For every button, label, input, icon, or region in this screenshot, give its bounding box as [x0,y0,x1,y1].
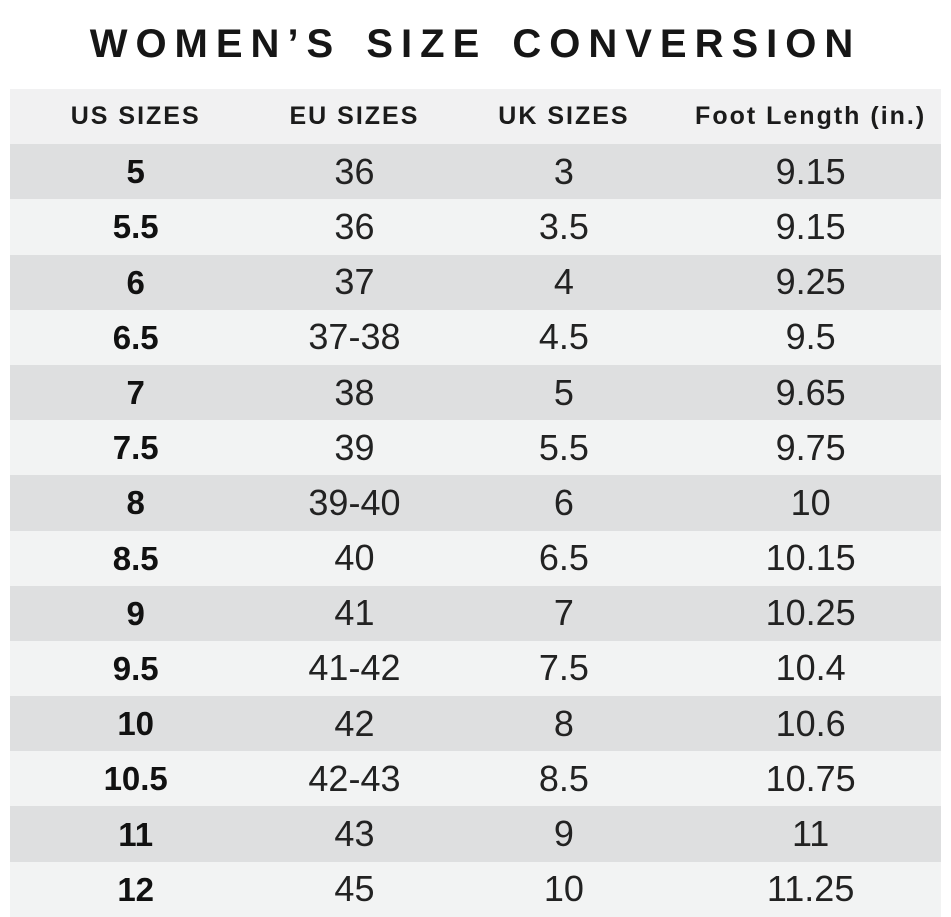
cell-uk-size: 7.5 [538,647,589,689]
cell-foot-length: 10.6 [775,702,846,744]
cell-eu-size: 36 [334,205,375,247]
cell-us-size: 10.5 [103,760,168,798]
cell-eu-size: 42-43 [308,757,401,799]
table-body: 5 36 3 9.15 5.5 36 3.5 9.15 6 37 4 9.25 … [10,144,941,917]
cell-foot-length: 9.25 [775,261,846,303]
cell-us-size: 9.5 [112,649,159,687]
header-us-sizes: US SIZES [70,102,201,131]
cell-uk-size: 4 [553,261,574,303]
table-row: 7 38 5 9.65 [10,364,941,421]
cell-uk-size: 5 [553,371,574,413]
cell-uk-size: 7 [553,592,574,634]
cell-eu-size: 43 [334,813,375,855]
cell-eu-size: 45 [334,868,375,910]
cell-eu-size: 37-38 [308,316,401,358]
cell-uk-size: 6.5 [538,537,589,579]
title-bar: WOMEN’S SIZE CONVERSION [0,0,951,89]
cell-foot-length: 10 [790,481,831,523]
cell-us-size: 11 [118,815,154,853]
cell-eu-size: 36 [334,150,375,192]
cell-us-size: 5.5 [112,208,159,246]
cell-us-size: 7.5 [112,429,159,467]
cell-us-size: 9 [126,594,145,632]
cell-uk-size: 3 [553,150,574,192]
header-uk-sizes: UK SIZES [498,102,630,131]
table-row: 9.5 41-42 7.5 10.4 [10,640,941,697]
cell-us-size: 8 [126,484,145,522]
table-row: 12 45 10 11.25 [10,861,941,917]
cell-eu-size: 41 [334,592,375,634]
cell-foot-length: 9.15 [775,205,846,247]
cell-eu-size: 39-40 [308,481,401,523]
table-row: 8 39-40 6 10 [10,475,941,531]
table-row: 10 42 8 10.6 [10,696,941,752]
cell-foot-length: 10.15 [765,537,856,579]
header-foot-length: Foot Length (in.) [695,102,927,131]
table-row: 6.5 37-38 4.5 9.5 [10,309,941,365]
size-conversion-table: US SIZES EU SIZES UK SIZES Foot Length (… [10,89,941,917]
table-row: 11 43 9 11 [10,806,941,862]
page-title: WOMEN’S SIZE CONVERSION [89,22,862,66]
cell-uk-size: 6 [553,481,574,523]
cell-uk-size: 8 [553,702,574,744]
cell-foot-length: 10.25 [765,592,856,634]
cell-foot-length: 9.15 [775,150,846,192]
cell-foot-length: 10.75 [765,757,856,799]
cell-us-size: 6.5 [112,318,159,356]
table-row: 8.5 40 6.5 10.15 [10,530,941,586]
table-row: 5.5 36 3.5 9.15 [10,199,941,255]
cell-foot-length: 9.75 [775,426,846,468]
cell-us-size: 6 [126,263,145,301]
table-header-row: US SIZES EU SIZES UK SIZES Foot Length (… [10,89,941,145]
cell-eu-size: 40 [334,537,375,579]
cell-eu-size: 37 [334,261,375,303]
cell-uk-size: 3.5 [538,205,589,247]
table-row: 6 37 4 9.25 [10,254,941,310]
cell-foot-length: 9.65 [775,371,846,413]
table-row: 10.5 42-43 8.5 10.75 [10,751,941,807]
cell-us-size: 8.5 [112,539,159,577]
cell-us-size: 5 [126,153,145,191]
cell-uk-size: 10 [543,868,584,910]
cell-uk-size: 8.5 [538,757,589,799]
cell-foot-length: 11 [791,813,830,855]
cell-eu-size: 41-42 [308,647,401,689]
header-eu-sizes: EU SIZES [289,102,420,131]
cell-foot-length: 11.25 [766,868,855,910]
cell-us-size: 10 [117,705,155,743]
cell-uk-size: 5.5 [538,426,589,468]
cell-foot-length: 10.4 [775,647,846,689]
cell-eu-size: 39 [334,426,375,468]
table-row: 9 41 7 10.25 [10,585,941,641]
cell-eu-size: 42 [334,702,375,744]
cell-uk-size: 9 [553,813,574,855]
cell-foot-length: 9.5 [785,316,836,358]
table-row: 5 36 3 9.15 [10,144,941,200]
cell-us-size: 12 [117,870,155,908]
table-row: 7.5 39 5.5 9.75 [10,420,941,476]
cell-uk-size: 4.5 [538,316,589,358]
cell-us-size: 7 [126,374,145,412]
cell-eu-size: 38 [334,371,375,413]
